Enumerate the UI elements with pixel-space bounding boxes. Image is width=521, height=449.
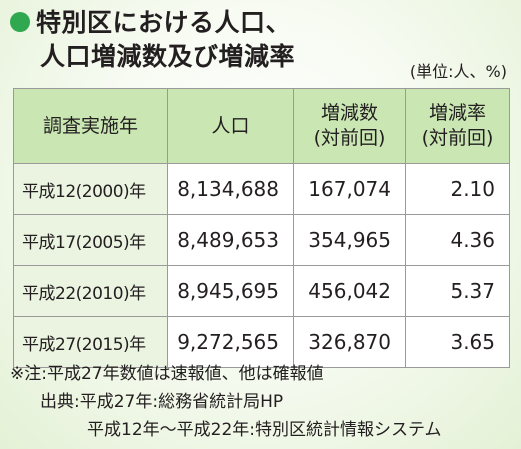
cell-rate: 2.10 xyxy=(405,163,510,215)
cell-year: 平成22(2010)年 xyxy=(13,265,168,317)
population-table: 調査実施年 人口 増減数 (対前回) 増減率 (対前回) 平成12(2000)年 8… xyxy=(13,88,510,368)
title-text-1: 特別区における人口、 xyxy=(36,8,292,37)
table-row: 平成22(2010)年 8,945,695 456,042 5.37 xyxy=(13,265,510,317)
header-rate: 増減率 (対前回) xyxy=(405,88,510,164)
green-circle-bullet-icon xyxy=(10,12,30,32)
cell-year: 平成27(2015)年 xyxy=(13,316,168,368)
header-change: 増減数 (対前回) xyxy=(293,88,406,164)
cell-year: 平成12(2000)年 xyxy=(13,163,168,215)
cell-rate: 5.37 xyxy=(405,265,510,317)
cell-change: 354,965 xyxy=(293,214,406,266)
table-row: 平成27(2015)年 9,272,565 326,870 3.65 xyxy=(13,316,510,368)
footnotes: ※注:平成27年数値は速報値、他は確報値 出典:平成27年:総務省統計局HP 平… xyxy=(10,360,441,444)
unit-label: (単位:人、%) xyxy=(409,62,507,81)
note-preliminary: ※注:平成27年数値は速報値、他は確報値 xyxy=(10,364,324,384)
table-header-row: 調査実施年 人口 増減数 (対前回) 増減率 (対前回) xyxy=(13,88,510,164)
cell-year: 平成17(2005)年 xyxy=(13,214,168,266)
cell-change: 167,074 xyxy=(293,163,406,215)
title-line-1: 特別区における人口、 xyxy=(10,6,430,40)
table-row: 平成17(2005)年 8,489,653 354,965 4.36 xyxy=(13,214,510,266)
header-year: 調査実施年 xyxy=(13,88,168,164)
source-line-2: 平成12年〜平成22年:特別区統計情報システム xyxy=(87,420,442,440)
cell-rate: 4.36 xyxy=(405,214,510,266)
page-title: 特別区における人口、 人口増減数及び増減率 xyxy=(10,6,430,74)
cell-change: 456,042 xyxy=(293,265,406,317)
cell-population: 8,489,653 xyxy=(167,214,294,266)
cell-population: 8,945,695 xyxy=(167,265,294,317)
title-line-2: 人口増減数及び増減率 xyxy=(40,42,296,71)
cell-rate: 3.65 xyxy=(405,316,510,368)
header-population: 人口 xyxy=(167,88,294,164)
cell-population: 8,134,688 xyxy=(167,163,294,215)
source-line-1: 出典:平成27年:総務省統計局HP xyxy=(40,392,284,412)
table-row: 平成12(2000)年 8,134,688 167,074 2.10 xyxy=(13,163,510,215)
